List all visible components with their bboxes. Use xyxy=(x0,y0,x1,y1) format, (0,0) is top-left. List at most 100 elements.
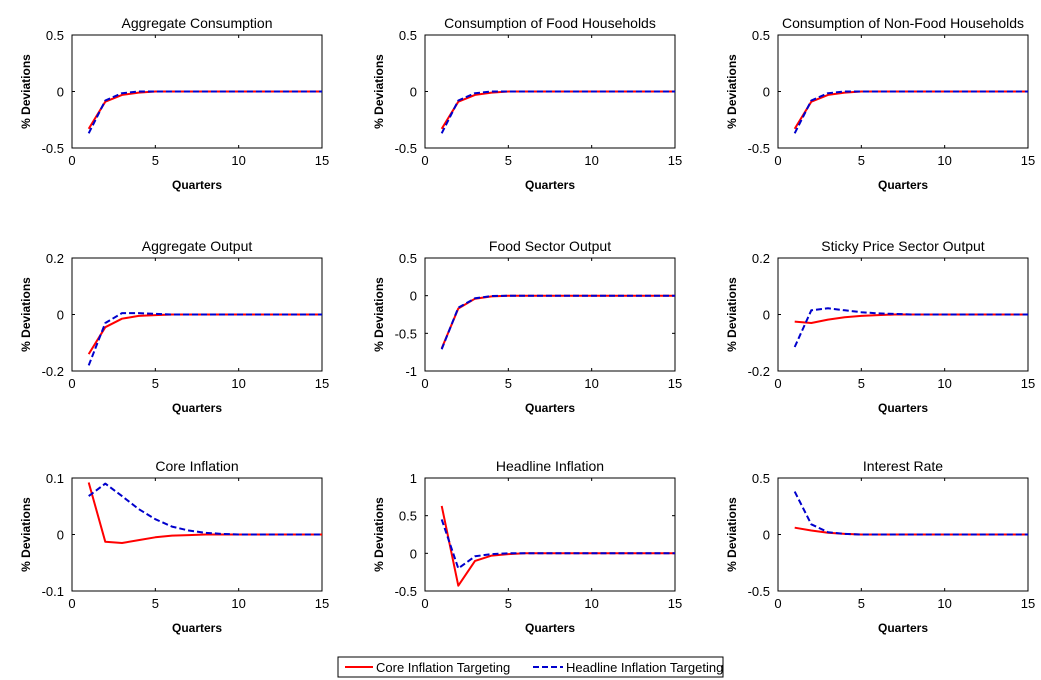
series-line-headline xyxy=(793,90,1028,134)
x-tick-label: 5 xyxy=(858,376,865,391)
x-axis-label: Quarters xyxy=(172,178,222,192)
x-tick-label: 10 xyxy=(937,596,951,611)
y-tick-label: -0.5 xyxy=(395,141,417,156)
subplot-title: Core Inflation xyxy=(155,458,238,474)
series-line-core xyxy=(794,526,1028,536)
y-tick-label: 0.5 xyxy=(399,251,417,266)
y-tick-label: 0.2 xyxy=(46,251,64,266)
x-tick-label: 5 xyxy=(505,153,512,168)
x-tick-label: 10 xyxy=(937,153,951,168)
subplot-8: Headline Inflation 0 5 10 15 -0.5 0 0.5 1 Quarter… xyxy=(372,458,682,635)
series-line-headline xyxy=(440,519,675,570)
x-axis-label: Quarters xyxy=(878,621,928,635)
y-axis-label: % Deviations xyxy=(725,497,739,572)
y-tick-label: 0 xyxy=(763,308,770,323)
y-axis-label: % Deviations xyxy=(725,54,739,129)
y-tick-label: -0.2 xyxy=(748,364,770,379)
y-tick-label: 0.5 xyxy=(399,509,417,524)
y-tick-label: -0.1 xyxy=(42,584,64,599)
x-tick-label: 10 xyxy=(231,376,245,391)
y-tick-label: 0.1 xyxy=(46,471,64,486)
subplot-7: Core Inflation 0 5 10 15 -0.1 0 0.1 Quarters % De… xyxy=(19,458,329,635)
x-tick-label: 10 xyxy=(584,596,598,611)
x-tick-label: 0 xyxy=(421,153,428,168)
y-tick-label: 0 xyxy=(410,85,417,100)
y-tick-label: 0 xyxy=(57,528,64,543)
series-line-headline xyxy=(88,482,322,536)
subplot-title: Aggregate Output xyxy=(142,238,253,254)
subplot-title: Interest Rate xyxy=(863,458,943,474)
x-tick-label: 0 xyxy=(774,596,781,611)
series-line-headline xyxy=(440,294,675,350)
x-tick-label: 5 xyxy=(152,376,159,391)
y-tick-label: 0 xyxy=(410,289,417,304)
subplot-2: Consumption of Food Households 0 5 10 15 -0.5… xyxy=(372,15,682,192)
series-line-core xyxy=(440,90,675,130)
x-axis-label: Quarters xyxy=(172,401,222,415)
series-line-headline xyxy=(793,491,1028,536)
x-tick-label: 10 xyxy=(937,376,951,391)
y-tick-label: 0.5 xyxy=(752,471,770,486)
y-tick-label: 0.5 xyxy=(399,28,417,43)
subplot-4: Aggregate Output 0 5 10 15 -0.2 0 0.2 Quarters % … xyxy=(19,238,329,415)
y-tick-label: 0 xyxy=(57,308,64,323)
plot-frame xyxy=(424,477,676,592)
x-axis-label: Quarters xyxy=(525,621,575,635)
x-tick-label: 15 xyxy=(668,376,682,391)
x-tick-label: 15 xyxy=(1021,596,1035,611)
x-axis-label: Quarters xyxy=(172,621,222,635)
x-tick-label: 5 xyxy=(152,596,159,611)
series-line-headline xyxy=(87,312,322,366)
legend-box xyxy=(337,656,724,678)
y-tick-label: -0.2 xyxy=(42,364,64,379)
x-tick-label: 5 xyxy=(858,153,865,168)
subplot-3: Consumption of Non-Food Households 0 5 10 15… xyxy=(725,15,1035,192)
x-tick-label: 0 xyxy=(421,596,428,611)
y-tick-label: 0.2 xyxy=(752,251,770,266)
series-line-core xyxy=(440,505,675,587)
x-tick-label: 15 xyxy=(315,596,329,611)
x-tick-label: 10 xyxy=(231,153,245,168)
x-tick-label: 0 xyxy=(774,376,781,391)
x-tick-label: 15 xyxy=(1021,153,1035,168)
x-tick-label: 15 xyxy=(668,596,682,611)
subplot-title: Sticky Price Sector Output xyxy=(821,238,985,254)
subplot-1: Aggregate Consumption 0 5 10 15 -0.5 0 0.5 Quart… xyxy=(19,15,329,192)
series-line-headline xyxy=(440,90,675,134)
y-axis-label: % Deviations xyxy=(19,277,33,352)
x-tick-label: 15 xyxy=(668,153,682,168)
legend-label-headline: Headline Inflation Targeting xyxy=(566,660,723,675)
legend-label-core: Core Inflation Targeting xyxy=(376,660,510,675)
x-axis-label: Quarters xyxy=(878,178,928,192)
y-axis-label: % Deviations xyxy=(725,277,739,352)
x-tick-label: 10 xyxy=(584,153,598,168)
subplot-title: Consumption of Food Households xyxy=(444,15,656,31)
y-tick-label: 0 xyxy=(763,85,770,100)
y-tick-label: 0 xyxy=(410,546,417,561)
x-tick-label: 15 xyxy=(315,376,329,391)
legend: Core Inflation Targeting Headline Inflati… xyxy=(337,656,724,678)
series-line-core xyxy=(87,90,322,130)
x-tick-label: 0 xyxy=(68,153,75,168)
x-axis-label: Quarters xyxy=(525,401,575,415)
x-tick-label: 15 xyxy=(1021,376,1035,391)
x-tick-label: 0 xyxy=(421,376,428,391)
y-tick-label: -0.5 xyxy=(395,584,417,599)
series-line-core xyxy=(87,313,322,355)
series-line-core xyxy=(440,294,675,349)
y-tick-label: -0.5 xyxy=(42,141,64,156)
y-tick-label: 0.5 xyxy=(46,28,64,43)
y-tick-label: -0.5 xyxy=(395,326,417,341)
subplot-6: Sticky Price Sector Output 0 5 10 15 -0.2 0 0.2… xyxy=(725,238,1035,415)
series-line-headline xyxy=(793,307,1028,348)
x-axis-label: Quarters xyxy=(878,401,928,415)
x-tick-label: 0 xyxy=(68,376,75,391)
subplot-title: Consumption of Non-Food Households xyxy=(782,15,1024,31)
y-tick-label: -0.5 xyxy=(748,141,770,156)
y-tick-label: -1 xyxy=(405,364,417,379)
y-axis-label: % Deviations xyxy=(372,54,386,129)
subplot-9: Interest Rate 0 5 10 15 -0.5 0 0.5 Quarters % Dev… xyxy=(725,458,1035,635)
y-axis-label: % Deviations xyxy=(372,497,386,572)
subplot-title: Aggregate Consumption xyxy=(122,15,273,31)
x-tick-label: 5 xyxy=(858,596,865,611)
